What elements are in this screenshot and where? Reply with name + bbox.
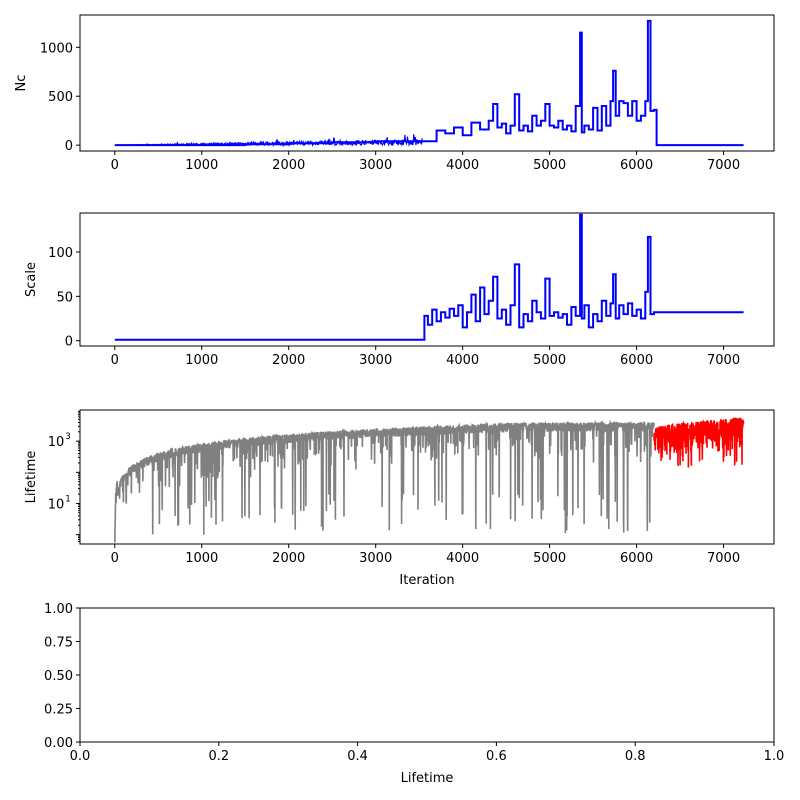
x-tick-label: 5000 [533,551,566,566]
series-line [114,213,744,341]
x-tick-label: 7000 [707,353,740,368]
y-tick-exponent: 3 [65,432,71,442]
x-tick-label: 6000 [620,353,653,368]
y-axis-label: Scale [24,262,39,297]
y-tick-label: 500 [48,90,73,105]
plot-area [114,417,745,543]
x-tick-label: 2000 [272,353,305,368]
scale-panel: 0 1000 2000 3000 4000 5000 6000 7000 0 50 100 Scale [24,212,775,368]
axes-frame [79,212,775,347]
y-axis-label: Nc [14,75,29,92]
y-tick-label: 1000 [40,41,73,56]
x-tick-label: 3000 [359,353,392,368]
x-tick-label: 0 [111,353,119,368]
x-tick-label: 2000 [272,158,305,173]
y-axis-label: Lifetime [24,451,39,504]
x-tick-label: 3000 [359,551,392,566]
x-tick-label: 1000 [185,158,218,173]
x-tick-label: 0.6 [486,749,507,764]
x-tick-label: 2000 [272,551,305,566]
x-tick-label: 4000 [446,551,479,566]
x-tick-label: 0.2 [208,749,229,764]
y-tick-label: 10 [48,497,65,512]
y-tick-label: 100 [48,246,73,261]
x-tick-label: 1.0 [764,749,785,764]
series-line [114,419,655,543]
y-tick-label: 10 [48,435,65,450]
x-tick-label: 5000 [533,158,566,173]
x-tick-label: 0.0 [70,749,91,764]
y-tick-label: 0.50 [44,669,73,684]
nc-panel: 0 1000 2000 3000 4000 5000 6000 7000 0 500 1000 Nc [14,14,775,173]
x-tick-label: 6000 [620,158,653,173]
axes-frame [79,14,775,152]
x-tick-label: 1000 [185,551,218,566]
x-tick-label: 6000 [620,551,653,566]
y-tick-label: 50 [56,290,73,305]
y-tick-label: 0.00 [44,736,73,751]
x-tick-label: 4000 [446,353,479,368]
y-tick-label: 0 [65,139,73,154]
y-tick-exponent: 1 [65,494,71,504]
x-tick-label: 0 [111,551,119,566]
x-axis-label: Iteration [399,573,454,588]
x-tick-label: 0.4 [347,749,368,764]
x-axis-label: Lifetime [401,771,454,786]
lifetime-histogram-panel: 0.0 0.2 0.4 0.6 0.8 1.0 0.00 0.25 0.50 0.75 1.00 Li… [44,602,784,786]
x-tick-label: 3000 [359,158,392,173]
x-tick-label: 4000 [446,158,479,173]
y-tick-label: 1.00 [44,602,73,617]
series-line [653,417,745,468]
x-tick-label: 7000 [707,551,740,566]
plot-area [114,19,744,148]
x-tick-label: 1000 [185,353,218,368]
series-noise [114,134,423,148]
y-tick-label: 0.75 [44,636,73,651]
series-line [114,19,744,147]
x-tick-label: 5000 [533,353,566,368]
plot-area [114,213,744,341]
y-tick-label: 0 [65,335,73,350]
x-tick-label: 7000 [707,158,740,173]
x-tick-label: 0.8 [625,749,646,764]
y-tick-label: 0.25 [44,703,73,718]
x-tick-label: 0 [111,158,119,173]
